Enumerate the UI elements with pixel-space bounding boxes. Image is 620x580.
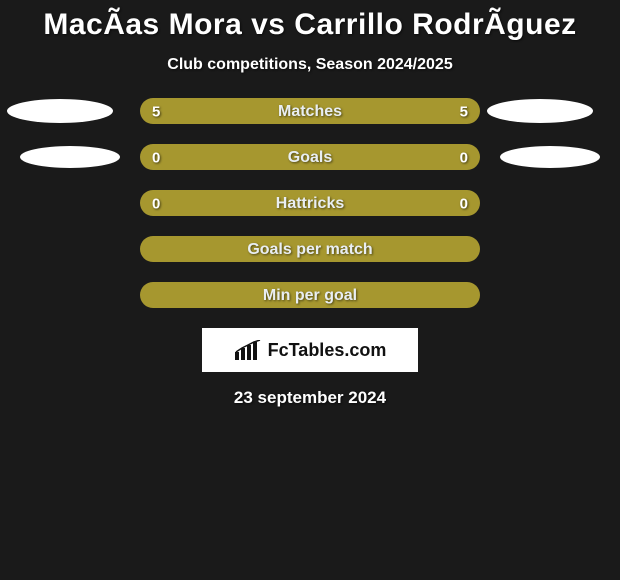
stat-label: Goals per match — [247, 241, 372, 259]
brand-badge: FcTables.com — [202, 328, 418, 372]
stat-value-right: 0 — [460, 196, 468, 213]
stat-row: Hattricks 0 0 — [0, 190, 620, 218]
stat-row: Goals per match — [0, 236, 620, 264]
player-oval-right — [500, 146, 600, 168]
stat-row: Goals 0 0 — [0, 144, 620, 172]
stat-value-right: 0 — [460, 150, 468, 167]
stat-label: Matches — [278, 103, 342, 121]
page-title: MacÃ­as Mora vs Carrillo RodrÃ­guez — [0, 0, 620, 42]
stat-row: Matches 5 5 — [0, 98, 620, 126]
stat-value-left: 0 — [152, 150, 160, 167]
stat-label: Min per goal — [263, 287, 357, 305]
stat-label: Goals — [288, 149, 332, 167]
brand-chart-icon — [234, 340, 262, 360]
brand-text: FcTables.com — [268, 340, 387, 361]
stat-row: Min per goal — [0, 282, 620, 310]
subtitle: Club competitions, Season 2024/2025 — [0, 56, 620, 74]
stat-value-right: 5 — [460, 104, 468, 121]
player-oval-right — [487, 99, 593, 123]
date-text: 23 september 2024 — [0, 388, 620, 408]
stat-label: Hattricks — [276, 195, 344, 213]
stat-value-left: 5 — [152, 104, 160, 121]
stat-rows: Matches 5 5 Goals 0 0 Hattricks 0 0 Goals per mat… — [0, 98, 620, 310]
stat-value-left: 0 — [152, 196, 160, 213]
player-oval-left — [20, 146, 120, 168]
player-oval-left — [7, 99, 113, 123]
